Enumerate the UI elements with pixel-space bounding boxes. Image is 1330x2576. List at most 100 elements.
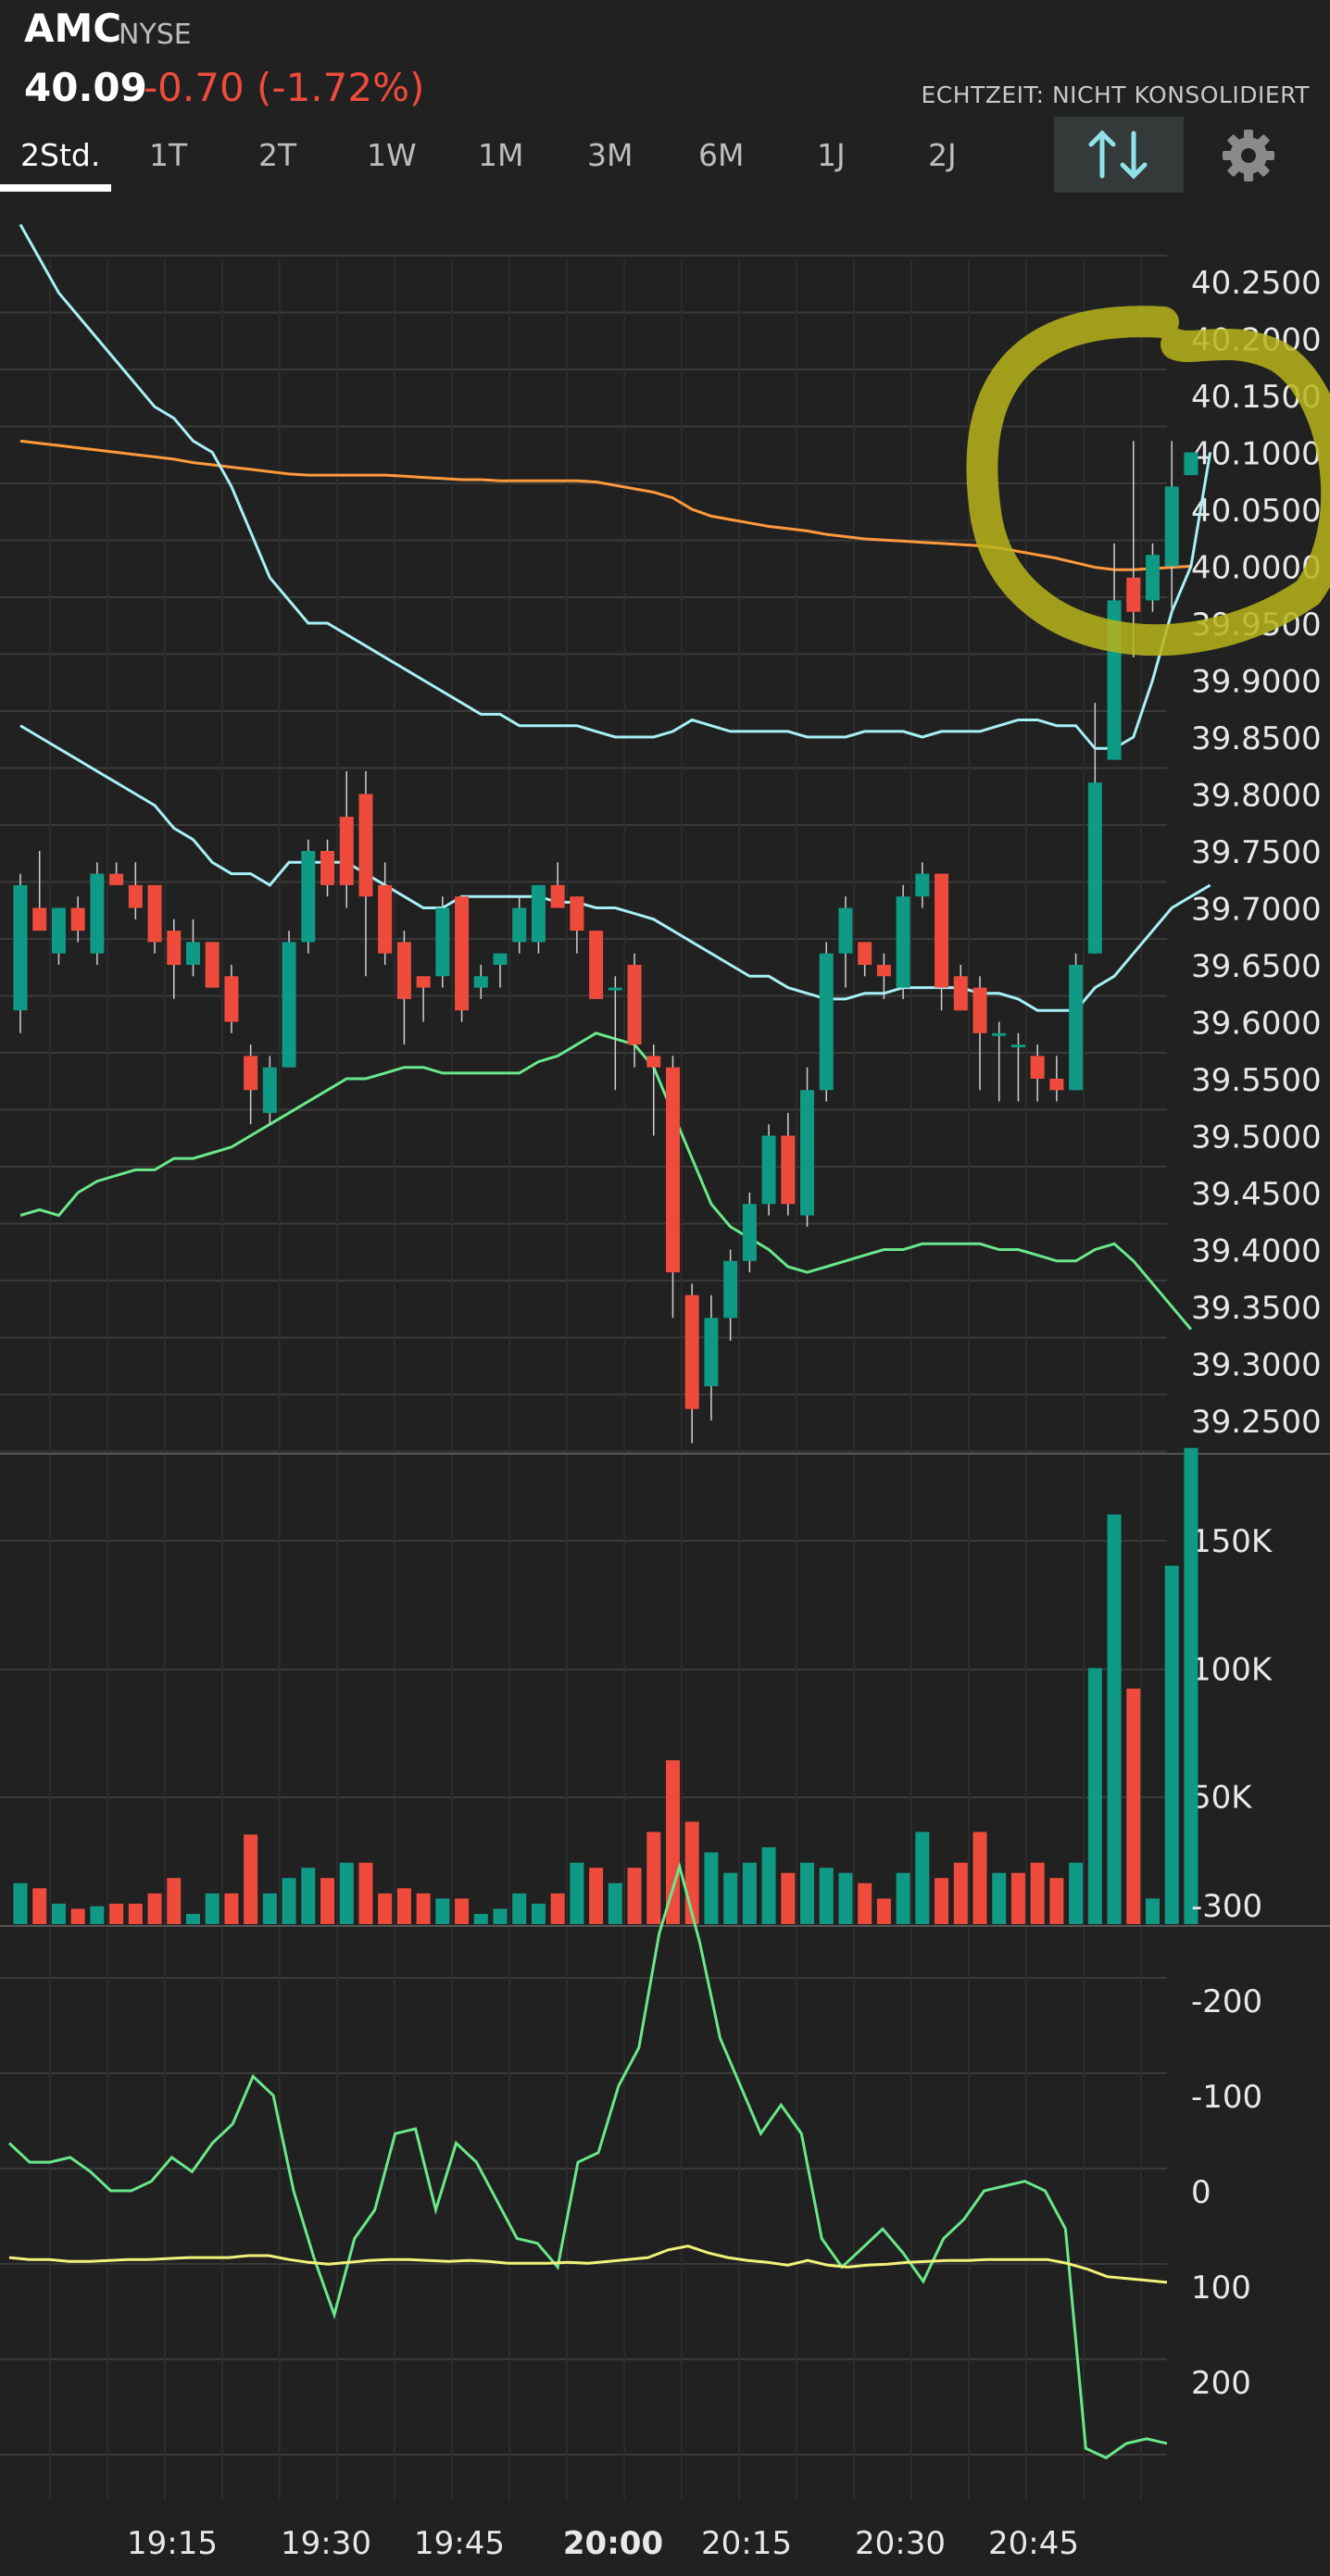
volume-bar xyxy=(262,1893,277,1924)
candle-body xyxy=(224,976,239,1022)
time-axis-label: 19:30 xyxy=(281,2525,371,2562)
volume-bar xyxy=(128,1903,143,1924)
candle-body xyxy=(70,907,85,932)
volume-bar xyxy=(109,1903,124,1924)
volume-bar xyxy=(761,1847,776,1924)
volume-bar xyxy=(570,1862,584,1924)
candle-body xyxy=(838,907,853,954)
volume-bar xyxy=(876,1898,891,1924)
candle-body xyxy=(972,987,987,1033)
candle-body xyxy=(608,987,622,991)
volume-bar xyxy=(1145,1898,1160,1924)
price-axis-label: 39.3500 xyxy=(1191,1290,1322,1327)
candle-body xyxy=(665,1067,680,1273)
tab-2t[interactable]: 2T xyxy=(258,137,297,173)
candle-body xyxy=(876,965,891,977)
volume-bar xyxy=(512,1893,527,1924)
sort-button[interactable] xyxy=(1054,117,1184,193)
volume-bar xyxy=(416,1893,431,1924)
volume-bar xyxy=(858,1882,872,1924)
candle-body xyxy=(915,873,930,897)
volume-bar xyxy=(185,1913,200,1924)
volume-bar xyxy=(550,1893,565,1924)
price-axis-label: 39.5000 xyxy=(1191,1119,1322,1157)
candle-body xyxy=(1049,1079,1064,1091)
oscillator-axis-label: -300 xyxy=(1191,1888,1262,1925)
tab-2j[interactable]: 2J xyxy=(928,137,957,173)
candle-body xyxy=(205,942,220,988)
oscillator-axis-label: -100 xyxy=(1191,2079,1262,2116)
change-value: -0.70 xyxy=(144,65,245,110)
candle-body xyxy=(858,942,872,965)
candle-body xyxy=(800,1090,815,1216)
exchange-label: NYSE xyxy=(119,19,192,51)
volume-bar xyxy=(205,1893,220,1924)
candle-body xyxy=(992,1032,1007,1036)
volume-bar xyxy=(473,1913,488,1924)
tab-1w[interactable]: 1W xyxy=(367,137,417,173)
tab-1m[interactable]: 1M xyxy=(478,137,524,173)
tab-1j[interactable]: 1J xyxy=(817,137,846,173)
volume-bar xyxy=(1184,1447,1198,1924)
candle-body xyxy=(570,896,584,932)
gear-icon[interactable] xyxy=(1215,122,1282,189)
candle-body xyxy=(1126,577,1141,612)
price-axis-label: 40.1000 xyxy=(1191,436,1322,473)
candle-body xyxy=(742,1204,757,1261)
candle-body xyxy=(90,873,105,954)
candle-body xyxy=(473,976,488,988)
change-percent: (-1.72%) xyxy=(257,65,425,110)
candle-body xyxy=(185,942,200,965)
price-indicator-line xyxy=(19,1032,1193,1331)
volume-axis-label: 150K xyxy=(1191,1523,1274,1560)
time-axis-label: 20:30 xyxy=(855,2525,946,2562)
candle-body xyxy=(435,907,450,977)
realtime-note: ECHTZEIT: NICHT KONSOLIDIERT xyxy=(921,81,1310,108)
candle-body xyxy=(1145,555,1160,601)
candle-body xyxy=(1184,452,1198,476)
candle-body xyxy=(51,907,66,954)
volume-bar xyxy=(800,1862,815,1924)
tab-2std[interactable]: 2Std. xyxy=(20,137,101,173)
volume-bar xyxy=(147,1893,162,1924)
time-axis-label: 19:15 xyxy=(127,2525,218,2562)
candle-body xyxy=(723,1260,738,1319)
candle-body xyxy=(109,873,124,885)
volume-bar xyxy=(455,1898,470,1924)
price-change-label: -0.70 (-1.72%) xyxy=(144,65,424,110)
volume-bar xyxy=(781,1872,796,1924)
volume-bar xyxy=(627,1868,642,1924)
highlight-circle xyxy=(966,306,1330,657)
candle-body xyxy=(935,873,949,988)
price-axis-label: 39.9000 xyxy=(1191,664,1322,701)
candle-body xyxy=(550,884,565,908)
candle-body xyxy=(953,976,968,1011)
price-axis-label: 39.7500 xyxy=(1191,834,1322,871)
oscillator-axis-label: -200 xyxy=(1191,1983,1262,2020)
candle-body xyxy=(128,884,143,908)
candle-body xyxy=(1087,782,1102,954)
price-axis-label: 39.8500 xyxy=(1191,720,1322,757)
volume-bar xyxy=(32,1888,47,1924)
volume-bar xyxy=(90,1906,105,1924)
volume-bar xyxy=(51,1903,66,1924)
candle-body xyxy=(167,931,182,965)
candle-body xyxy=(262,1067,277,1113)
candle-body xyxy=(282,942,296,1068)
tab-6m[interactable]: 6M xyxy=(698,137,745,173)
volume-bar xyxy=(972,1832,987,1924)
volume-bar xyxy=(1049,1878,1064,1924)
volume-bar xyxy=(1164,1565,1179,1924)
volume-bar xyxy=(339,1862,354,1924)
candle-body xyxy=(781,1135,796,1205)
volume-bar xyxy=(1107,1514,1122,1924)
candle-body xyxy=(1069,965,1084,1091)
tab-3m[interactable]: 3M xyxy=(587,137,634,173)
volume-bar xyxy=(589,1868,604,1924)
volume-bar xyxy=(896,1872,910,1924)
price-axis-label: 39.6500 xyxy=(1191,948,1322,985)
tab-1t[interactable]: 1T xyxy=(149,137,188,173)
volume-bar xyxy=(358,1862,373,1924)
price-indicator-line xyxy=(19,223,1212,750)
